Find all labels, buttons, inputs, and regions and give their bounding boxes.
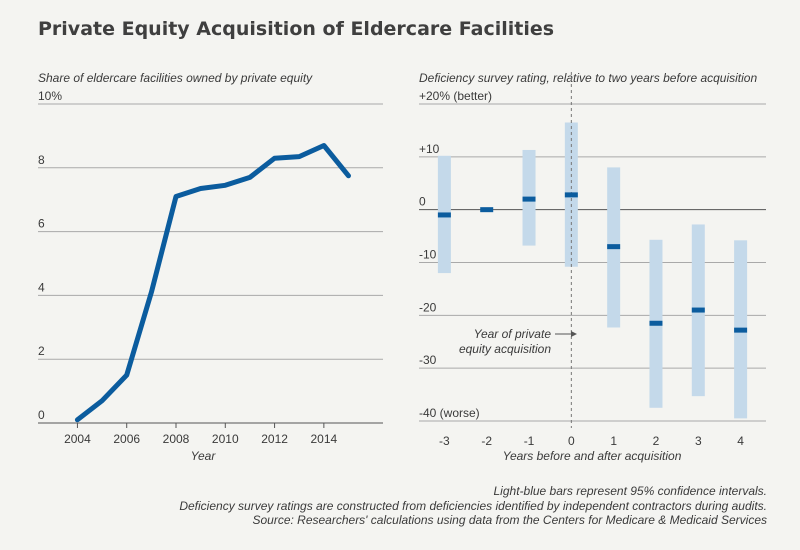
deficiency-rating-chart: Deficiency survey rating, relative to tw… (419, 71, 766, 463)
left-y-tick-label: 0 (38, 408, 45, 422)
right-chart-subtitle: Deficiency survey rating, relative to tw… (419, 71, 757, 85)
left-x-tick-label: 2010 (212, 432, 239, 446)
point-estimate-marker (607, 244, 621, 250)
right-y-tick-label: +20% (better) (419, 89, 492, 103)
left-chart-subtitle: Share of eldercare facilities owned by p… (38, 71, 313, 85)
right-x-tick-label: -2 (481, 434, 492, 448)
right-y-tick-label: -40 (worse) (419, 406, 480, 420)
point-estimate-marker (437, 212, 451, 218)
chart-notes: Light-blue bars represent 95% confidence… (67, 484, 767, 528)
note-rating-construction: Deficiency survey ratings are constructe… (179, 498, 767, 513)
right-y-tick-label: -30 (419, 353, 437, 367)
left-x-tick-label: 2004 (64, 432, 91, 446)
right-gridlines (419, 103, 766, 422)
left-y-tick-label: 8 (38, 153, 45, 167)
right-y-tick-label: -10 (419, 248, 437, 262)
left-y-tick-label: 10% (38, 89, 62, 103)
left-x-tick-labels: 2004 2006 2008 2010 2012 2014 (64, 432, 337, 446)
left-y-tick-label: 6 (38, 217, 45, 231)
right-y-tick-label: +10 (419, 142, 440, 156)
point-estimate-marker (522, 196, 536, 202)
right-y-tick-labels: +20% (better) +10 0 -10 -20 -30 -40 (worse) (419, 89, 492, 420)
right-x-tick-label: 3 (695, 434, 702, 448)
point-estimates (437, 192, 748, 333)
chart-title: Private Equity Acquisition of Eldercare … (38, 18, 555, 40)
point-estimate-marker (480, 207, 494, 213)
left-x-tick-label: 2006 (113, 432, 140, 446)
left-gridlines (38, 103, 383, 360)
left-x-tick-label: 2012 (261, 432, 288, 446)
ownership-share-line (74, 143, 351, 423)
left-x-tick-label: 2014 (311, 432, 338, 446)
acquisition-annotation-line2: equity acquisition (459, 342, 551, 356)
acquisition-annotation-arrow (555, 331, 577, 337)
right-x-tick-label: 2 (653, 434, 660, 448)
left-series (74, 143, 351, 423)
right-x-tick-label: -3 (439, 434, 450, 448)
left-y-tick-labels: 0 2 4 6 8 10% (38, 89, 62, 422)
right-y-tick-label: -20 (419, 300, 437, 314)
right-x-tick-labels: -3 -2 -1 0 1 2 3 4 (439, 434, 744, 448)
point-estimate-marker (691, 307, 705, 313)
point-estimate-marker (564, 192, 578, 198)
left-x-axis-label: Year (191, 449, 217, 463)
right-x-tick-label: -1 (524, 434, 535, 448)
ownership-line-chart: Share of eldercare facilities owned by p… (38, 71, 383, 463)
right-x-tick-label: 0 (568, 434, 575, 448)
right-y-tick-label: 0 (419, 195, 426, 209)
point-estimate-marker (649, 320, 663, 326)
left-x-axis (38, 422, 383, 428)
left-y-tick-label: 4 (38, 280, 45, 294)
acquisition-annotation-line1: Year of private (474, 327, 552, 341)
confidence-interval-bars (437, 122, 748, 419)
left-y-tick-label: 2 (38, 344, 45, 358)
right-x-tick-label: 1 (610, 434, 617, 448)
left-x-tick-label: 2008 (163, 432, 190, 446)
note-source: Source: Researchers' calculations using … (252, 513, 767, 527)
right-x-axis-label: Years before and after acquisition (503, 449, 682, 463)
note-confidence-intervals: Light-blue bars represent 95% confidence… (493, 484, 768, 498)
point-estimate-marker (734, 327, 748, 333)
right-x-tick-label: 4 (737, 434, 744, 448)
